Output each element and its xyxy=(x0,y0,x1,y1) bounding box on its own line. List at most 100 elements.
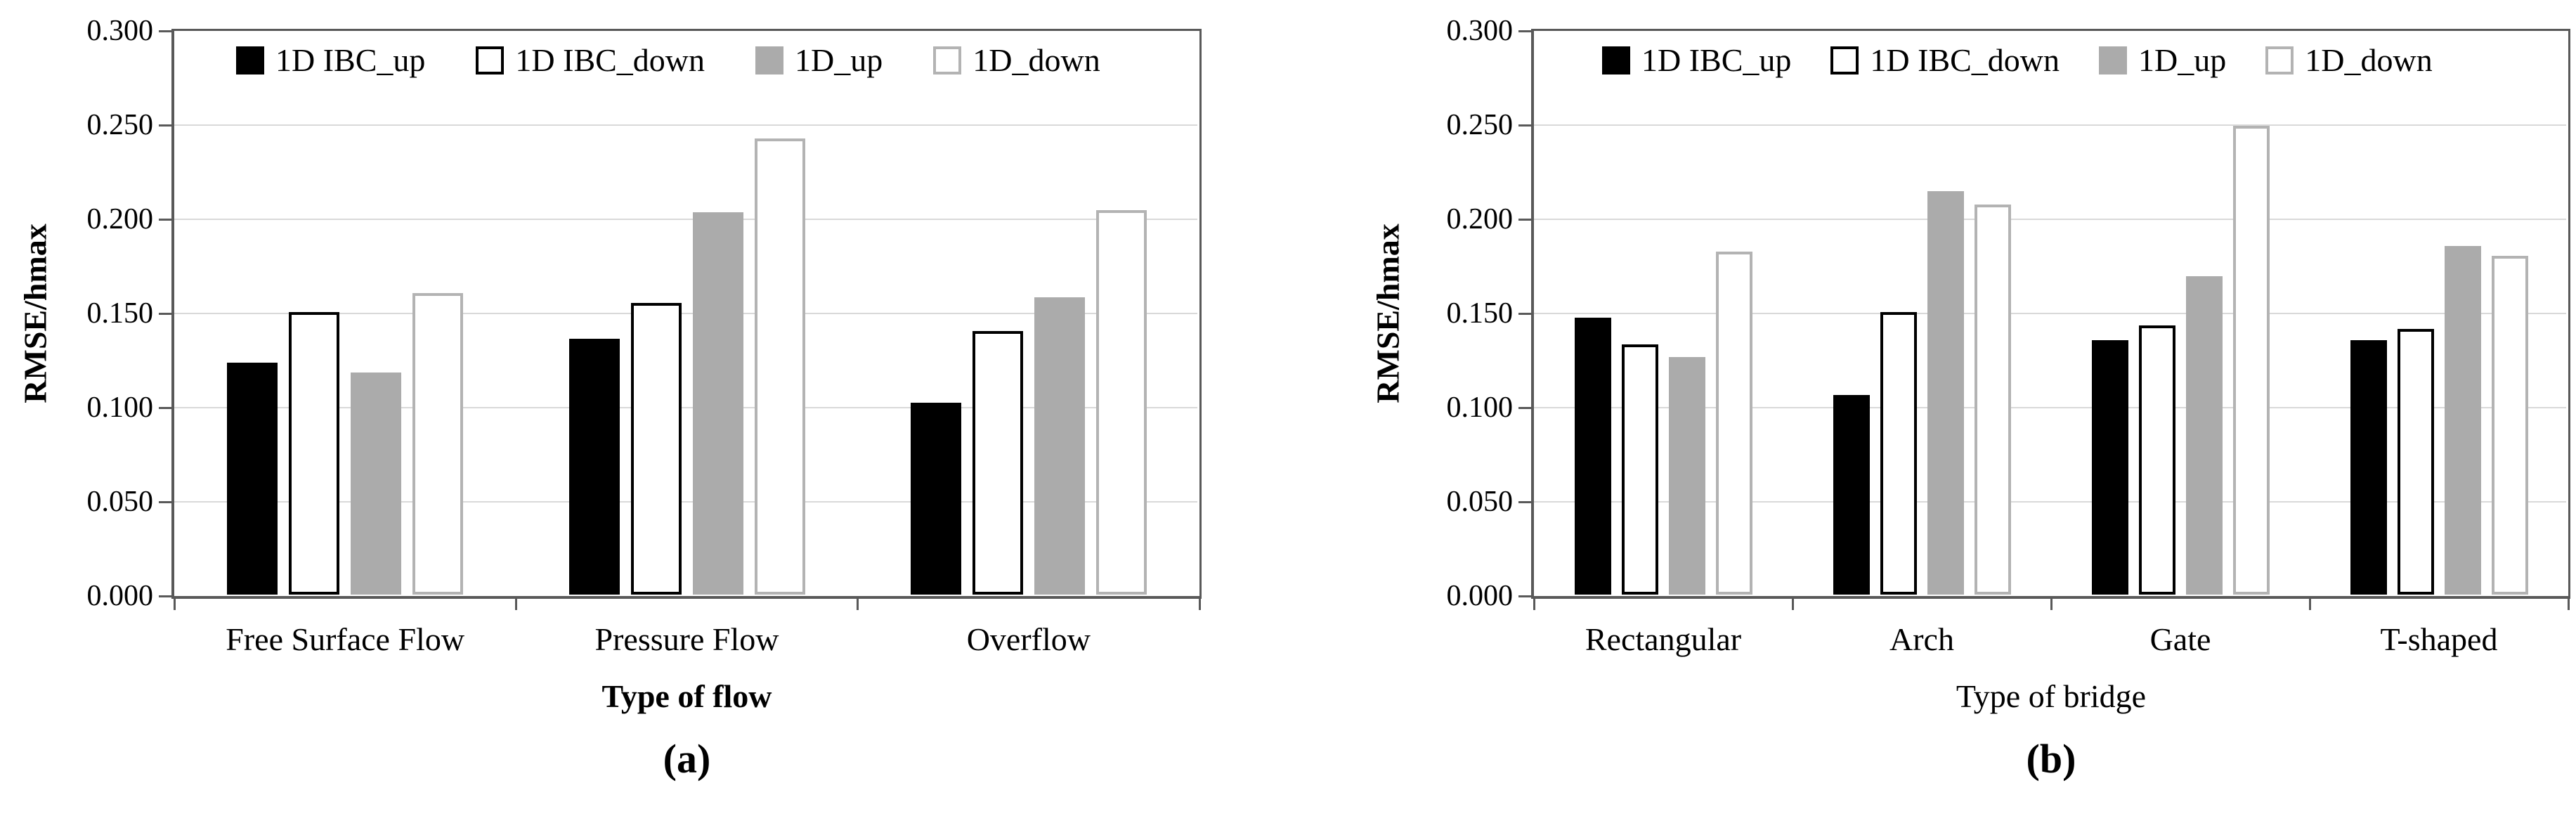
y-axis-tick xyxy=(159,595,173,597)
y-axis-tick-label: 0.150 xyxy=(86,297,154,330)
y-axis-tick-label: 0.000 xyxy=(1446,580,1514,612)
legend-label: 1D_up xyxy=(2138,42,2227,78)
legend-label: 1D_up xyxy=(795,42,883,78)
bar xyxy=(1833,394,1870,595)
legend-item: 1D_down xyxy=(2265,42,2433,78)
bar xyxy=(1668,357,1705,595)
x-axis-category-label: Rectangular xyxy=(1585,621,1742,657)
legend-b: 1D IBC_up 1D IBC_down 1D_up 1D_down xyxy=(1602,44,2433,77)
bar xyxy=(289,312,340,595)
y-axis-tick-label: 0.000 xyxy=(86,580,154,612)
x-axis-tick xyxy=(173,596,176,610)
x-axis-tick xyxy=(857,596,859,610)
panel-caption-b: (b) xyxy=(2026,736,2076,782)
x-axis-tick xyxy=(1791,596,1794,610)
x-axis-title-b: Type of bridge xyxy=(1956,678,2147,714)
bar xyxy=(630,302,682,595)
bar xyxy=(2232,125,2270,595)
legend-label: 1D_down xyxy=(972,42,1100,78)
legend-item: 1D_up xyxy=(2099,44,2226,77)
gridline xyxy=(1534,219,2566,220)
legend-swatch xyxy=(1830,46,1859,75)
gridline xyxy=(1534,407,2566,408)
gridline xyxy=(174,407,1197,408)
x-axis-tick xyxy=(1198,596,1201,610)
x-axis-category-label: Overflow xyxy=(966,621,1091,657)
legend-label: 1D IBC_up xyxy=(275,42,426,78)
bar xyxy=(1927,191,1964,595)
y-axis-tick-label: 0.200 xyxy=(1446,203,1514,235)
legend-item: 1D_up xyxy=(755,44,883,77)
legend-label: 1D IBC_up xyxy=(1641,42,1792,78)
gridline xyxy=(1534,124,2566,126)
legend-label: 1D IBC_down xyxy=(1870,42,2060,78)
legend-item: 1D IBC_down xyxy=(1830,44,2060,77)
gridline xyxy=(174,313,1197,314)
bar xyxy=(351,372,402,595)
y-axis-tick xyxy=(1518,501,1533,503)
bar xyxy=(1715,252,1752,595)
y-axis-tick xyxy=(1518,313,1533,315)
y-axis-tick-label: 0.050 xyxy=(1446,486,1514,518)
y-axis-tick-label: 0.200 xyxy=(86,203,154,235)
legend-swatch xyxy=(755,46,784,75)
x-axis-category-label: Free Surface Flow xyxy=(226,621,465,657)
y-axis-tick xyxy=(159,501,173,503)
y-axis-tick xyxy=(159,313,173,315)
legend-label: 1D IBC_down xyxy=(515,42,705,78)
y-axis-tick-label: 0.300 xyxy=(86,15,154,47)
gridline xyxy=(174,124,1197,126)
y-axis-tick-label: 0.300 xyxy=(1446,15,1514,47)
y-axis-tick-label: 0.150 xyxy=(1446,297,1514,330)
y-axis-tick xyxy=(159,407,173,409)
x-axis-category-label: T-shaped xyxy=(2380,621,2498,657)
y-axis-tick xyxy=(1518,30,1533,32)
legend-item: 1D IBC_up xyxy=(236,44,425,77)
bar xyxy=(2397,329,2434,595)
bar xyxy=(972,330,1023,595)
bar xyxy=(227,363,278,595)
bar xyxy=(1574,318,1611,595)
y-axis-tick xyxy=(1518,407,1533,409)
legend-item: 1D IBC_up xyxy=(1602,44,1791,77)
legend-item: 1D IBC_down xyxy=(476,44,705,77)
x-axis-tick xyxy=(514,596,517,610)
y-axis-tick-label: 0.100 xyxy=(1446,391,1514,424)
legend-swatch xyxy=(933,46,962,75)
y-axis-tick xyxy=(1518,595,1533,597)
y-axis-tick-label: 0.050 xyxy=(86,486,154,518)
x-axis-title-a: Type of flow xyxy=(601,678,772,714)
bar xyxy=(692,212,743,595)
bar xyxy=(910,402,961,595)
bar xyxy=(1974,205,2011,595)
x-axis-category-label: Gate xyxy=(2149,621,2211,657)
x-axis-category-label: Pressure Flow xyxy=(594,621,779,657)
y-axis-tick-label: 0.250 xyxy=(1446,109,1514,141)
bar xyxy=(2091,340,2128,595)
y-axis-tick xyxy=(159,219,173,221)
x-axis-tick xyxy=(2567,596,2570,610)
bar xyxy=(2138,325,2175,595)
x-axis-tick xyxy=(2050,596,2053,610)
bar xyxy=(568,338,620,595)
bar xyxy=(2444,246,2481,595)
y-axis-tick xyxy=(159,124,173,127)
legend-label: 1D_down xyxy=(2305,42,2433,78)
bar xyxy=(1621,344,1658,595)
y-axis-tick-label: 0.100 xyxy=(86,391,154,424)
bar xyxy=(412,293,464,595)
legend-swatch xyxy=(1602,46,1630,75)
legend-swatch xyxy=(236,46,264,75)
y-axis-tick-label: 0.250 xyxy=(86,109,154,141)
gridline xyxy=(1534,501,2566,503)
bar xyxy=(2350,340,2387,595)
y-axis-tick xyxy=(1518,124,1533,127)
panel-caption-a: (a) xyxy=(663,736,711,782)
x-axis-tick xyxy=(2308,596,2311,610)
x-axis-category-label: Arch xyxy=(1889,621,1954,657)
gridline xyxy=(1534,313,2566,314)
y-axis-tick xyxy=(159,30,173,32)
legend-swatch xyxy=(476,46,505,75)
legend-swatch xyxy=(2099,46,2128,75)
